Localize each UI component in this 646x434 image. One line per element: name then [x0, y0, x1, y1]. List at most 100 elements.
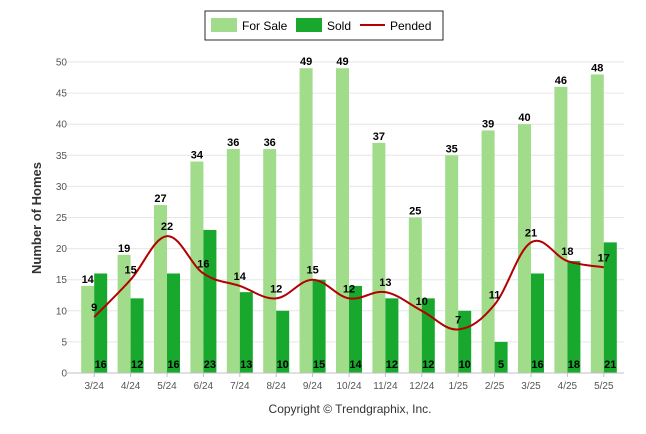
- y-tick-label: 25: [56, 213, 68, 224]
- data-label-pended: 21: [525, 227, 537, 239]
- bar-for-sale: [336, 68, 349, 373]
- bar-for-sale: [154, 205, 167, 373]
- data-label-pended: 15: [306, 265, 318, 277]
- data-label-pended: 9: [91, 302, 97, 314]
- bar-sold: [494, 341, 508, 373]
- data-label-sold: 5: [498, 359, 504, 371]
- data-label-sold: 18: [568, 359, 580, 371]
- data-label-sold: 12: [386, 359, 398, 371]
- x-tick-label: 4/24: [121, 381, 141, 392]
- x-tick-label: 4/25: [558, 381, 578, 392]
- pended-line: [93, 235, 604, 331]
- data-label-sold: 14: [349, 359, 362, 371]
- data-label-for-sale: 34: [191, 150, 204, 162]
- bar-sold: [94, 273, 108, 373]
- bar-for-sale: [554, 86, 568, 373]
- y-tick-label: 20: [56, 244, 68, 255]
- bar-for-sale: [263, 149, 277, 373]
- y-tick-label: 5: [61, 337, 67, 348]
- bar-sold: [385, 298, 399, 373]
- data-label-for-sale: 37: [373, 131, 385, 143]
- data-label-for-sale: 19: [118, 243, 130, 255]
- bar-for-sale: [408, 217, 422, 373]
- bar-sold: [603, 242, 617, 373]
- y-tick-label: 15: [56, 275, 68, 286]
- y-tick-label: 10: [56, 306, 68, 317]
- x-tick-label: 6/24: [194, 381, 214, 392]
- data-label-sold: 16: [531, 359, 543, 371]
- data-label-pended: 12: [343, 283, 355, 295]
- data-label-sold: 12: [422, 359, 434, 371]
- data-label-sold: 23: [204, 359, 216, 371]
- legend-swatch-sold: [296, 18, 322, 32]
- data-label-sold: 21: [604, 359, 616, 371]
- x-tick-label: 11/24: [373, 381, 398, 392]
- legend-label-for-sale: For Sale: [242, 19, 288, 33]
- y-tick-label: 50: [56, 58, 68, 69]
- y-tick-label: 45: [56, 89, 68, 100]
- x-tick-label: 5/24: [157, 381, 177, 392]
- y-tick-label: 35: [56, 151, 68, 162]
- data-label-for-sale: 39: [482, 118, 494, 130]
- data-label-for-sale: 36: [227, 137, 239, 149]
- y-axis-ticks: 0 5 10 15 20 25 30 35 40 45 50: [56, 58, 68, 380]
- data-label-pended: 10: [416, 296, 428, 308]
- x-tick-label: 7/24: [230, 381, 250, 392]
- legend-box: [204, 10, 444, 41]
- bar-sold: [130, 298, 144, 373]
- data-label-for-sale: 48: [591, 62, 603, 74]
- data-label-for-sale: 27: [154, 193, 166, 205]
- data-label-for-sale: 49: [300, 56, 312, 68]
- copyright-footer: Copyright © Trendgraphix, Inc.: [269, 402, 432, 416]
- bar-for-sale: [372, 142, 386, 373]
- data-label-pended: 18: [561, 246, 573, 258]
- data-label-pended: 7: [455, 314, 461, 326]
- bar-sold: [167, 273, 180, 373]
- data-label-sold: 15: [313, 359, 325, 371]
- y-axis-label: Number of Homes: [29, 162, 44, 274]
- data-label-sold: 16: [167, 359, 179, 371]
- bars: [81, 68, 617, 373]
- bar-for-sale: [445, 155, 459, 373]
- bar-sold: [239, 292, 253, 373]
- x-tick-label: 5/25: [594, 381, 614, 392]
- data-label-pended: 22: [161, 221, 173, 233]
- x-tick-label: 1/25: [448, 381, 468, 392]
- x-tick-label: 10/24: [336, 381, 361, 392]
- legend-label-pended: Pended: [390, 19, 431, 33]
- data-label-for-sale: 36: [264, 137, 276, 149]
- data-label-pended: 15: [124, 265, 136, 277]
- data-label-sold: 10: [459, 359, 471, 371]
- y-tick-label: 40: [56, 120, 68, 131]
- bar-sold: [567, 261, 581, 373]
- data-label-pended: 13: [379, 277, 391, 289]
- pended-series-line: [93, 235, 604, 331]
- x-tick-label: 9/24: [303, 381, 323, 392]
- x-tick-label: 2/25: [485, 381, 505, 392]
- data-label-pended: 16: [197, 258, 209, 270]
- legend-label-sold: Sold: [327, 19, 351, 33]
- data-label-for-sale: 25: [409, 206, 421, 218]
- data-label-sold: 13: [240, 359, 252, 371]
- data-label-sold: 16: [95, 359, 107, 371]
- bar-for-sale: [299, 68, 313, 373]
- bar-sold: [276, 310, 290, 373]
- data-labels: 14 16 19 12 27 16 34 23 36 13 36 10 49 15 49 14 37 12 25 12…: [82, 56, 617, 371]
- data-label-pended: 12: [270, 283, 282, 295]
- bar-for-sale: [81, 285, 95, 373]
- x-tick-label: 12/24: [409, 381, 434, 392]
- bar-sold: [531, 273, 544, 373]
- legend-swatch-for-sale: [211, 18, 237, 32]
- data-label-for-sale: 14: [82, 274, 95, 286]
- legend: For Sale Sold Pended: [204, 10, 444, 41]
- x-tick-label: 3/24: [84, 381, 104, 392]
- data-label-sold: 10: [277, 359, 289, 371]
- bar-sold: [349, 285, 362, 373]
- x-tick-label: 3/25: [521, 381, 541, 392]
- bar-sold: [312, 279, 326, 373]
- y-tick-label: 30: [56, 182, 68, 193]
- data-label-for-sale: 35: [446, 143, 458, 155]
- bar-for-sale: [481, 130, 495, 373]
- x-tick-label: 8/24: [266, 381, 286, 392]
